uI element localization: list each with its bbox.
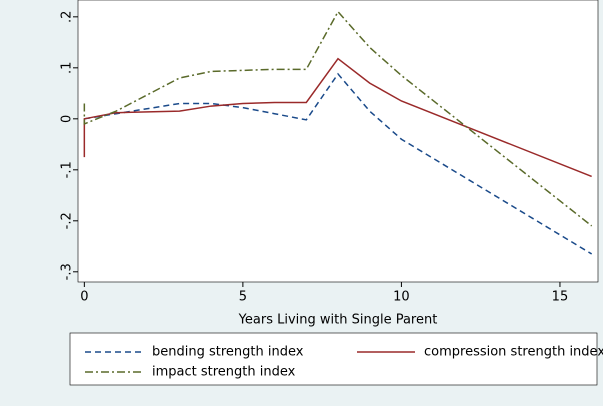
legend-label: impact strength index — [152, 365, 296, 380]
x-tick-label: 10 — [393, 290, 410, 305]
line-series — [84, 72, 593, 255]
x-axis-title: Years Living with Single Parent — [238, 313, 438, 328]
legend-label: compression strength index — [424, 345, 603, 360]
y-tick-label: 0 — [60, 115, 75, 123]
line-series — [83, 10, 593, 227]
y-tick-label: -.2 — [60, 212, 75, 229]
legend-label: bending strength index — [152, 345, 304, 360]
y-tick-label: .2 — [60, 11, 75, 23]
y-tick-label: -.3 — [60, 263, 75, 280]
plot-area — [77, 0, 599, 283]
legend-box — [69, 332, 598, 386]
x-tick-label: 0 — [80, 290, 88, 305]
x-tick-label: 5 — [239, 290, 247, 305]
x-tick-label: 15 — [552, 290, 569, 305]
y-tick-label: -.1 — [60, 161, 75, 178]
y-tick-label: .1 — [60, 62, 75, 74]
